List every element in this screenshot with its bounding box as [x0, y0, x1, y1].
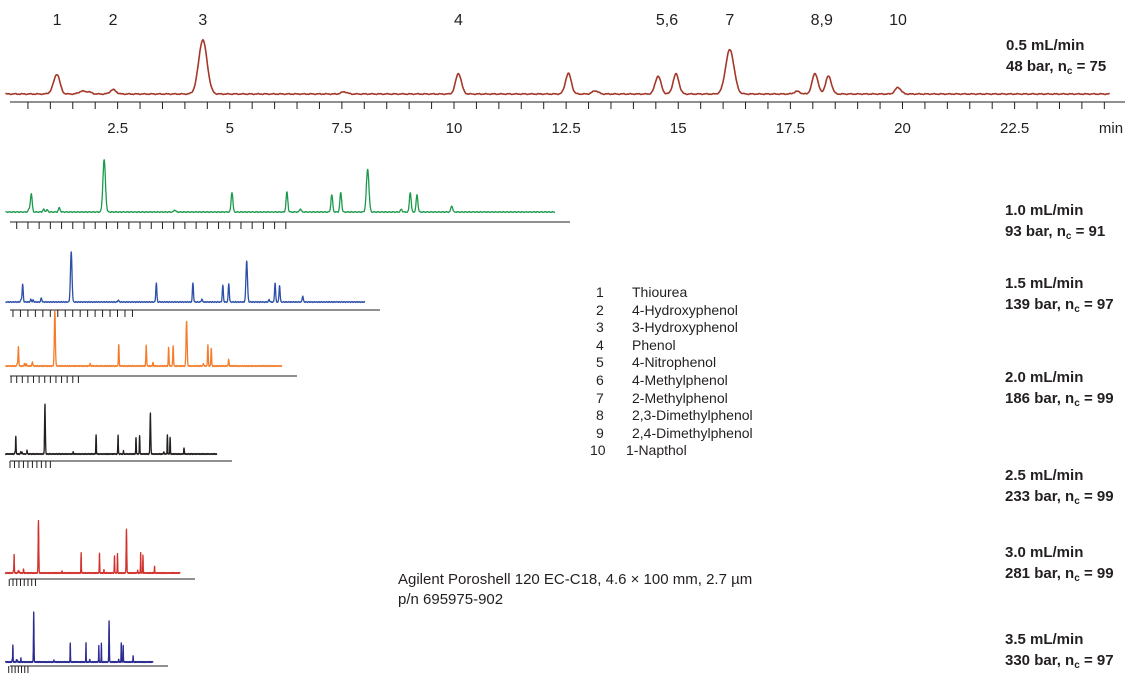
condition-label-4: 2.0 mL/min 186 bar, nc = 99 — [1005, 367, 1114, 409]
condition-label-2: 1.0 mL/min 93 bar, nc = 91 — [1005, 200, 1105, 242]
flow-rate: 1.5 mL/min — [1005, 275, 1084, 292]
flow-rate: 3.0 mL/min — [1005, 544, 1084, 561]
compound-number: 10 — [590, 442, 606, 459]
flow-rate: 3.5 mL/min — [1005, 631, 1084, 648]
compound-row: 4 Phenol — [590, 337, 753, 355]
x-tick-label: 5 — [226, 120, 234, 137]
pressure-peak-capacity: 139 bar, nc = 97 — [1005, 296, 1114, 315]
compound-row: 1 Thiourea — [590, 284, 753, 302]
flow-rate: 0.5 mL/min — [1006, 37, 1085, 54]
x-tick-label: 15 — [670, 120, 687, 137]
peak-label: 8,9 — [811, 12, 833, 29]
column-part-number: p/n 695975-902 — [398, 591, 504, 608]
flow-rate: 2.5 mL/min — [1005, 467, 1084, 484]
peak-label: 7 — [725, 12, 734, 29]
compound-list: 1 Thiourea 2 4-Hydroxyphenol 3 3-Hydroxypheno… — [590, 284, 753, 460]
compound-name: Thiourea — [632, 284, 688, 300]
compound-row: 9 2,4-Dimethylphenol — [590, 425, 753, 443]
x-tick-label: 2.5 — [107, 120, 128, 137]
compound-row: 6 4-Methylphenol — [590, 372, 753, 390]
pressure-peak-capacity: 48 bar, nc = 75 — [1006, 58, 1107, 77]
compound-name: 4-Hydroxyphenol — [632, 301, 738, 318]
flow-rate: 1.0 mL/min — [1005, 202, 1084, 219]
pressure-peak-capacity: 186 bar, nc = 99 — [1005, 390, 1114, 409]
compound-name: 3-Hydroxyphenol — [632, 319, 738, 336]
column-description: Agilent Poroshell 120 EC-C18, 4.6 × 100 … — [398, 571, 753, 588]
compound-name: 1-Napthol — [626, 442, 687, 459]
compound-number: 6 — [596, 371, 604, 388]
series-trace-6 — [4, 519, 181, 575]
x-tick-label: 17.5 — [776, 120, 805, 137]
compound-name: Phenol — [632, 336, 676, 353]
peak-label: 1 — [53, 12, 62, 29]
condition-label-1: 0.5 mL/min 48 bar, nc = 75 — [1006, 35, 1106, 77]
x-tick-label: 22.5 — [1000, 120, 1029, 137]
pressure-peak-capacity: 281 bar, nc = 99 — [1005, 565, 1114, 584]
compound-row: 5 4-Nitrophenol — [590, 354, 753, 372]
compound-number: 3 — [596, 319, 604, 336]
pressure-peak-capacity: 93 bar, nc = 91 — [1005, 223, 1106, 242]
compound-row: 7 2-Methylphenol — [590, 390, 753, 408]
x-tick-label: 12.5 — [552, 120, 581, 137]
compound-number: 1 — [596, 284, 604, 300]
x-tick-label: 7.5 — [331, 120, 352, 137]
peak-label: 10 — [889, 12, 907, 29]
series-trace-3 — [4, 251, 366, 304]
condition-label-6: 3.0 mL/min 281 bar, nc = 99 — [1005, 542, 1114, 584]
condition-label-7: 3.5 mL/min 330 bar, nc = 97 — [1005, 629, 1114, 671]
peak-label: 4 — [454, 12, 463, 29]
series-trace-1 — [5, 38, 1111, 96]
compound-number: 2 — [596, 301, 604, 318]
x-unit-label: min — [1099, 120, 1123, 137]
x-tick-label: 10 — [446, 120, 463, 137]
compound-row: 10 1-Napthol — [590, 442, 753, 460]
series-trace-7 — [4, 611, 154, 664]
condition-label-5: 2.5 mL/min 233 bar, nc = 99 — [1005, 465, 1114, 507]
compound-name: 2,4-Dimethylphenol — [632, 424, 753, 441]
compound-number: 9 — [596, 424, 604, 441]
compound-number: 7 — [596, 389, 604, 406]
peak-label: 5,6 — [656, 12, 678, 29]
compound-number: 5 — [596, 354, 604, 371]
pressure-peak-capacity: 233 bar, nc = 99 — [1005, 488, 1114, 507]
peak-label: 2 — [109, 12, 118, 29]
compound-row: 3 3-Hydroxyphenol — [590, 319, 753, 337]
series-trace-4 — [4, 310, 283, 368]
compound-number: 4 — [596, 336, 604, 353]
compound-row: 8 2,3-Dimethylphenol — [590, 407, 753, 425]
compound-name: 4-Nitrophenol — [632, 354, 717, 371]
flow-rate: 2.0 mL/min — [1005, 369, 1084, 386]
pressure-peak-capacity: 330 bar, nc = 97 — [1005, 652, 1114, 671]
series-trace-5 — [4, 403, 218, 456]
compound-name: 4-Methylphenol — [632, 371, 728, 388]
compound-name: 2-Methylphenol — [632, 389, 728, 406]
column-info: Agilent Poroshell 120 EC-C18, 4.6 × 100 … — [398, 570, 752, 610]
condition-label-3: 1.5 mL/min 139 bar, nc = 97 — [1005, 273, 1114, 315]
compound-number: 8 — [596, 407, 604, 424]
compound-row: 2 4-Hydroxyphenol — [590, 302, 753, 320]
x-tick-label: 20 — [894, 120, 911, 137]
compound-name: 2,3-Dimethylphenol — [632, 407, 753, 424]
peak-label: 3 — [198, 12, 207, 29]
series-trace-2 — [5, 159, 556, 214]
